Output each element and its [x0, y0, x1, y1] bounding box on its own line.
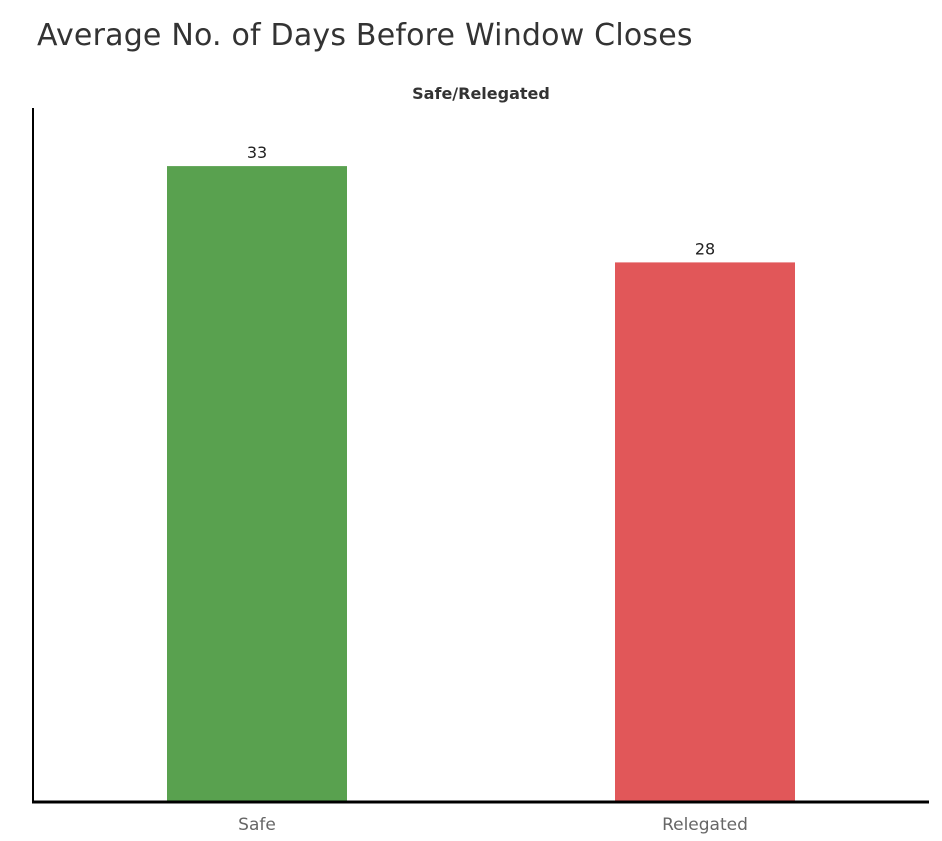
column-header-label: Safe/Relegated: [412, 84, 550, 103]
chart-title: Average No. of Days Before Window Closes: [37, 18, 693, 53]
bar-relegated[interactable]: [615, 262, 795, 802]
x-tick-label-relegated: Relegated: [662, 815, 748, 835]
bar-safe[interactable]: [167, 166, 347, 803]
bars-layer: [167, 166, 795, 803]
labels-layer: 33 Safe 28 Relegated: [238, 143, 748, 835]
data-label-safe: 33: [247, 143, 267, 162]
data-label-relegated: 28: [695, 239, 715, 258]
x-tick-label-safe: Safe: [238, 815, 276, 835]
